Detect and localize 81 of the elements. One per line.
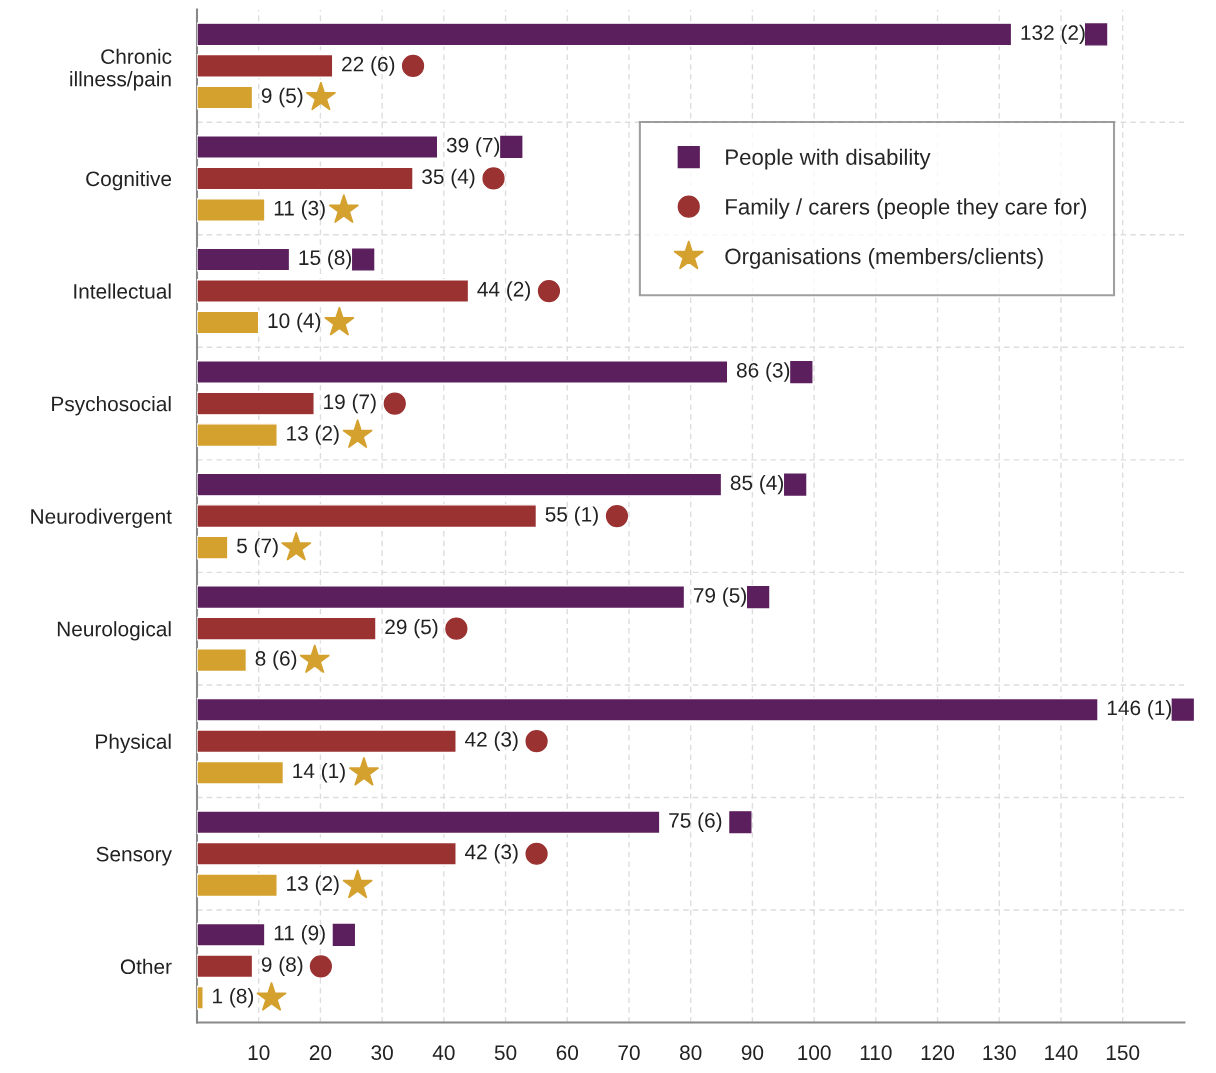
x-tick-label: 130 (983, 1045, 1016, 1061)
data-label: 55 (1) (545, 506, 598, 526)
data-label: 5 (7) (237, 537, 278, 558)
data-label: 42 (3) (464, 731, 518, 751)
data-label: 146 (1) (1107, 699, 1172, 720)
data-label: 14 (1) (293, 763, 345, 783)
bar (196, 53, 334, 78)
x-tick-label: 90 (741, 1045, 764, 1061)
x-tick-label: 120 (921, 1045, 955, 1061)
y-tick-label: Physical (96, 733, 171, 754)
data-label: 42 (3) (464, 844, 518, 864)
x-tick-label: 40 (432, 1045, 455, 1061)
data-label: 86 (3) (736, 362, 790, 382)
bar (196, 247, 291, 272)
x-tick-label: 140 (1045, 1045, 1078, 1061)
data-label: 1 (8) (213, 988, 254, 1008)
x-tick-label: 60 (556, 1045, 579, 1061)
data-label: 44 (2) (477, 281, 530, 301)
bar (196, 391, 315, 416)
bar (196, 85, 254, 110)
data-label: 19 (7) (324, 393, 376, 414)
y-tick-label: Other (120, 958, 172, 975)
x-tick-label: 100 (798, 1045, 831, 1061)
bar (196, 841, 457, 866)
legend-label: Organisations (members/clients) (725, 247, 1043, 269)
data-label: 8 (6) (255, 650, 297, 670)
legend-label: Family / carers (people they care for) (726, 198, 1087, 220)
x-tick-label: 20 (309, 1045, 332, 1061)
y-tick-label: Sensory (96, 846, 172, 866)
y-tick-label: Chronic illness/pain (70, 48, 172, 91)
bar (196, 504, 538, 529)
bar (196, 360, 729, 385)
bar (196, 198, 266, 222)
data-label: 132 (2) (1021, 24, 1085, 45)
bar (196, 279, 470, 303)
bar (196, 535, 229, 560)
data-label: 85 (4) (730, 474, 784, 495)
data-label: 10 (4) (268, 312, 321, 333)
bar (196, 423, 278, 448)
data-label: 13 (2) (287, 425, 339, 445)
x-tick-label: 80 (680, 1045, 702, 1061)
bar (196, 648, 248, 673)
bar (196, 472, 723, 497)
bar (196, 616, 377, 641)
x-tick-label: 30 (371, 1045, 393, 1061)
bar (196, 954, 254, 979)
x-tick-label: 50 (494, 1045, 517, 1061)
data-label: 39 (7) (446, 137, 500, 157)
y-tick-label: Cognitive (86, 170, 172, 191)
y-tick-label: Neurological (57, 621, 171, 641)
legend-label: People with disability (726, 148, 931, 170)
data-label: 9 (5) (261, 87, 303, 108)
y-tick-label: Intellectual (74, 283, 171, 299)
data-label: 75 (6) (669, 812, 722, 832)
data-label: 11 (9) (274, 925, 325, 945)
bar (196, 166, 414, 191)
bar (196, 985, 204, 1010)
x-tick-label: 10 (248, 1045, 270, 1061)
bar (196, 310, 260, 335)
data-label: 15 (8) (299, 249, 352, 270)
data-label: 13 (2) (287, 875, 339, 895)
bar (196, 810, 661, 835)
bar (196, 585, 686, 610)
data-label: 29 (5) (385, 618, 438, 639)
y-tick-label: Psychosocial (52, 396, 171, 416)
x-tick-label: 110 (860, 1045, 892, 1061)
bar (196, 22, 1013, 47)
bar (196, 135, 439, 159)
bar (196, 873, 278, 898)
data-label: 35 (4) (422, 168, 475, 189)
y-tick-label: Neurodivergent (31, 508, 172, 528)
data-label: 11 (3) (274, 200, 325, 220)
data-label: 79 (5) (693, 587, 746, 607)
bar (196, 922, 266, 947)
x-tick-label: 70 (618, 1045, 640, 1061)
bar (196, 760, 285, 785)
data-label: 9 (8) (261, 956, 303, 976)
bar (196, 697, 1099, 722)
x-tick-label: 150 (1106, 1045, 1140, 1061)
bar (196, 729, 457, 754)
data-label: 22 (6) (342, 56, 395, 76)
